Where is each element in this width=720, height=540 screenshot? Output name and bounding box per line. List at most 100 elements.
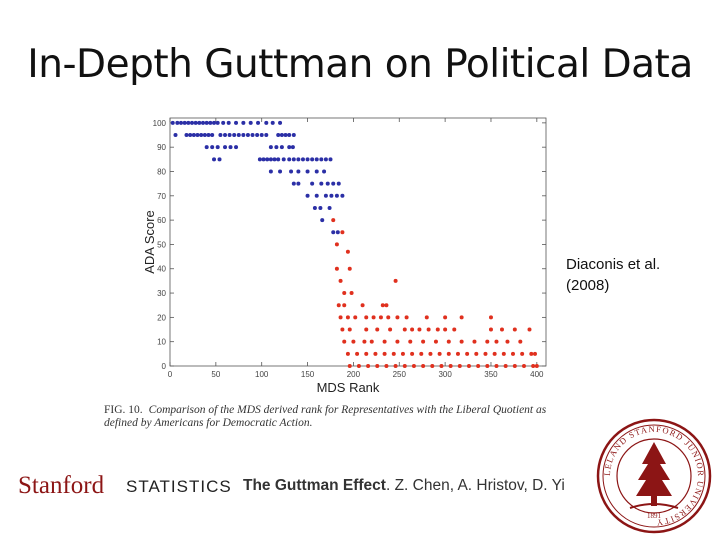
data-point <box>334 242 339 247</box>
data-point <box>364 315 369 320</box>
y-tick-label: 30 <box>157 289 166 298</box>
data-point <box>417 327 422 332</box>
data-point <box>342 303 347 308</box>
data-point <box>446 351 451 356</box>
credit-title: The Guttman Effect <box>243 477 386 494</box>
data-point <box>272 157 277 162</box>
data-point <box>430 364 435 368</box>
data-point <box>305 193 310 198</box>
data-point <box>331 218 336 223</box>
data-point <box>520 351 525 356</box>
data-point <box>257 157 262 162</box>
data-point <box>402 327 407 332</box>
department-name: STATISTICS <box>126 477 232 496</box>
data-point <box>384 364 389 368</box>
data-point <box>408 339 413 344</box>
data-point <box>492 351 497 356</box>
data-point <box>345 315 350 320</box>
data-point <box>305 157 310 162</box>
data-point <box>347 327 352 332</box>
y-tick-label: 10 <box>157 338 166 347</box>
data-point <box>234 120 239 125</box>
data-point <box>421 339 426 344</box>
data-point <box>221 120 226 125</box>
data-point <box>319 181 324 186</box>
data-point <box>424 315 429 320</box>
data-point <box>366 364 371 368</box>
data-point <box>505 339 510 344</box>
data-point <box>296 169 301 174</box>
data-point <box>400 351 405 356</box>
data-point <box>296 181 301 186</box>
data-point <box>459 315 464 320</box>
data-point <box>501 351 506 356</box>
data-point <box>206 133 211 138</box>
data-point <box>472 339 477 344</box>
y-tick-label: 70 <box>157 192 166 201</box>
data-point <box>529 351 534 356</box>
data-point <box>512 364 517 368</box>
university-seal: LELAND STANFORD JUNIOR UNIVERSITY 1891 <box>596 418 712 534</box>
data-point <box>338 315 343 320</box>
y-axis-label: ADA Score <box>142 210 157 274</box>
data-point <box>382 351 387 356</box>
data-point <box>182 120 187 125</box>
data-point <box>433 339 438 344</box>
data-point <box>290 145 295 150</box>
data-point <box>278 169 283 174</box>
data-point <box>499 327 504 332</box>
y-tick-label: 100 <box>153 119 167 128</box>
data-point <box>226 120 231 125</box>
x-tick-label: 250 <box>393 370 407 379</box>
data-point <box>382 339 387 344</box>
data-point <box>327 205 332 210</box>
data-point <box>395 339 400 344</box>
data-point <box>270 120 275 125</box>
data-point <box>426 327 431 332</box>
data-point <box>212 120 217 125</box>
data-point <box>170 120 175 125</box>
data-point <box>184 133 189 138</box>
data-point <box>527 327 532 332</box>
data-point <box>283 133 288 138</box>
x-tick-label: 150 <box>301 370 315 379</box>
data-point <box>291 157 296 162</box>
data-point <box>210 133 215 138</box>
tree-icon <box>629 442 679 509</box>
data-point <box>268 157 273 162</box>
data-point <box>342 291 347 296</box>
data-point <box>476 364 481 368</box>
data-point <box>264 133 269 138</box>
x-tick-label: 0 <box>168 370 173 379</box>
data-point <box>287 133 292 138</box>
data-point <box>215 145 220 150</box>
figure-number: FIG. 10. <box>104 404 143 416</box>
data-point <box>325 181 330 186</box>
data-point <box>329 193 334 198</box>
data-point <box>446 339 451 344</box>
data-point <box>318 205 323 210</box>
data-point <box>488 327 493 332</box>
data-point <box>402 364 407 368</box>
data-point <box>340 230 345 235</box>
data-point <box>175 120 180 125</box>
data-point <box>241 133 246 138</box>
figure-caption-text: Comparison of the MDS derived rank for R… <box>104 404 547 429</box>
footer-credit: The Guttman Effect. Z. Chen, A. Hristov,… <box>243 477 565 495</box>
citation: Diaconis et al. (2008) <box>566 254 660 296</box>
data-point <box>437 351 442 356</box>
data-point <box>455 351 460 356</box>
data-point <box>287 145 292 150</box>
y-tick-label: 20 <box>157 313 166 322</box>
y-tick-label: 0 <box>162 362 167 371</box>
seal-year: 1891 <box>647 512 662 520</box>
data-point <box>300 157 305 162</box>
data-point <box>364 351 369 356</box>
data-point <box>347 266 352 271</box>
data-point <box>227 133 232 138</box>
data-point <box>245 133 250 138</box>
data-point <box>278 120 283 125</box>
data-point <box>351 339 356 344</box>
data-point <box>349 291 354 296</box>
data-point <box>435 327 440 332</box>
